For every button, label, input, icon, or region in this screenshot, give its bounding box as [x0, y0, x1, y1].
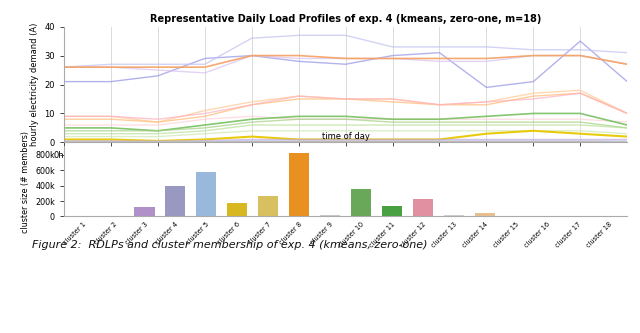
Y-axis label: hourly electricity demand (A): hourly electricity demand (A) — [30, 23, 39, 146]
Bar — [475, 213, 495, 216]
Bar — [134, 207, 154, 216]
Bar — [227, 203, 247, 216]
Bar — [444, 215, 464, 216]
Text: time of day: time of day — [322, 133, 369, 142]
Y-axis label: cluster size (# members): cluster size (# members) — [20, 131, 29, 233]
Bar — [351, 189, 371, 216]
Bar — [196, 172, 216, 216]
Bar — [289, 153, 309, 216]
Bar — [165, 185, 186, 216]
Bar — [320, 214, 340, 216]
Title: Representative Daily Load Profiles of exp. 4 (kmeans, zero-one, m=18): Representative Daily Load Profiles of ex… — [150, 14, 541, 24]
Bar — [382, 206, 402, 216]
Bar — [413, 199, 433, 216]
Text: Figure 2:  RDLPs and cluster membership of exp. 4 (kmeans, zero-one): Figure 2: RDLPs and cluster membership o… — [32, 240, 428, 250]
Bar — [258, 195, 278, 216]
